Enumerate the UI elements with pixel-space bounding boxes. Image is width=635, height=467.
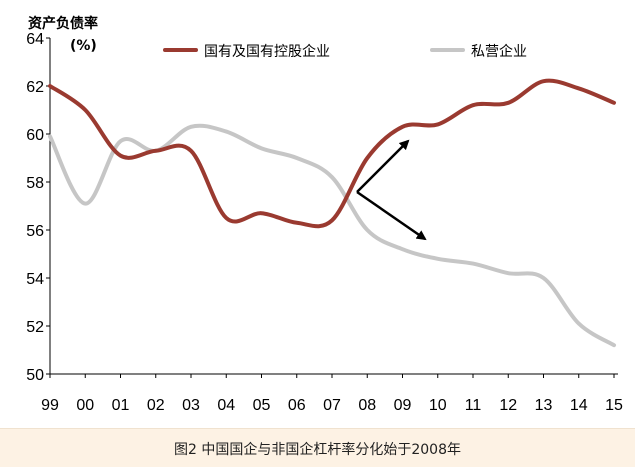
y-tick-label: 64 <box>26 31 44 48</box>
x-tick-label: 08 <box>358 397 376 414</box>
y-tick-label: 56 <box>26 223 44 240</box>
y-axis-label: 资产负债率 <box>28 15 98 32</box>
x-tick-label: 02 <box>147 397 165 414</box>
series-line-private <box>48 123 616 348</box>
y-tick-label: 50 <box>26 367 44 384</box>
y-axis-unit: (%) <box>70 38 97 54</box>
x-tick-label: 04 <box>217 397 235 414</box>
x-tick-label: 05 <box>253 397 271 414</box>
y-tick-label: 62 <box>26 79 44 96</box>
x-tick-label: 12 <box>499 397 517 414</box>
caption-bar: 图2 中国国企与非国企杠杆率分化始于2008年 <box>0 428 635 467</box>
x-tick-label: 15 <box>605 397 623 414</box>
y-tick-label: 60 <box>26 127 44 144</box>
line-chart: 资产负债率 (%) 国有及国有控股企业 私营企业 50 52 54 56 58 60 62 6… <box>26 15 623 414</box>
x-tick-label: 10 <box>429 397 447 414</box>
x-tick-label: 00 <box>76 397 94 414</box>
series-layer <box>48 78 616 348</box>
y-tick-label: 52 <box>26 319 44 336</box>
figure-caption: 图2 中国国企与非国企杠杆率分化始于2008年 <box>174 442 461 458</box>
y-tick-label: 54 <box>26 271 44 288</box>
x-tick-label: 09 <box>394 397 412 414</box>
arrow-up <box>356 139 410 193</box>
arrow-down <box>356 190 427 241</box>
x-tick-label: 14 <box>570 397 588 414</box>
series-line-soe <box>48 78 616 229</box>
legend-label-private: 私营企业 <box>471 43 527 60</box>
y-tick-label: 58 <box>26 175 44 192</box>
legend-label-soe: 国有及国有控股企业 <box>204 43 330 60</box>
x-tick-label: 06 <box>288 397 306 414</box>
axes: 50 52 54 56 58 60 62 64 99 00 01 02 03 04 05 06 07 08 09 10… <box>26 31 623 414</box>
x-tick-label: 07 <box>323 397 341 414</box>
x-tick-label: 13 <box>535 397 553 414</box>
divergence-arrows <box>356 139 427 241</box>
legend: 国有及国有控股企业 私营企业 <box>163 43 527 60</box>
x-tick-label: 03 <box>182 397 200 414</box>
x-tick-label: 99 <box>41 397 59 414</box>
x-tick-label: 01 <box>112 397 130 414</box>
x-tick-label: 11 <box>465 397 482 414</box>
